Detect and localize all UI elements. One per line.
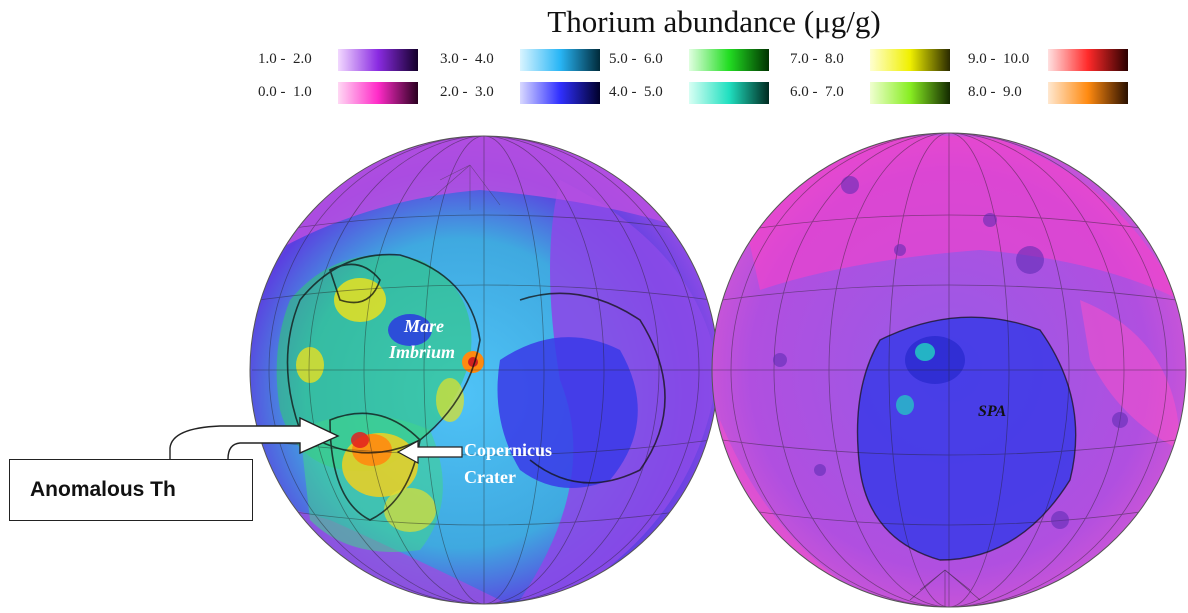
copernicus-arrow: [396, 439, 463, 465]
label-imbrium: Imbrium: [388, 342, 455, 362]
legend-item: 1.0 - 2.0: [258, 49, 418, 71]
legend-item: 2.0 - 3.0: [440, 82, 600, 104]
legend-swatch: [338, 82, 418, 104]
legend-label: 7.0 - 8.0: [790, 51, 844, 67]
label-crater: Crater: [464, 467, 516, 487]
legend-label: 9.0 - 10.0: [968, 51, 1030, 67]
legend-item: 3.0 - 4.0: [440, 49, 600, 71]
legend-label: 2.0 - 3.0: [440, 84, 494, 100]
legend-swatch: [520, 49, 600, 71]
legend-swatch: [338, 49, 418, 71]
legend-item: 6.0 - 7.0: [790, 82, 950, 104]
legend-item: 7.0 - 8.0: [790, 49, 950, 71]
legend-label: 3.0 - 4.0: [440, 51, 494, 67]
label-spa: SPA: [978, 403, 1006, 420]
far-side-hemisphere: [712, 133, 1186, 607]
legend-label: 6.0 - 7.0: [790, 84, 844, 100]
legend-swatch: [1048, 49, 1128, 71]
legend-label: 1.0 - 2.0: [258, 51, 312, 67]
legend-label: 0.0 - 1.0: [258, 84, 312, 100]
legend-label: 5.0 - 6.0: [609, 51, 663, 67]
legend-swatch: [870, 82, 950, 104]
anomalous-arrow: [169, 416, 340, 460]
label-mare: Mare: [403, 316, 444, 336]
legend-swatch: [689, 82, 769, 104]
legend-swatch: [870, 49, 950, 71]
legend-swatch: [1048, 82, 1128, 104]
label-copernicus: Copernicus: [464, 440, 552, 460]
legend-label: 8.0 - 9.0: [968, 84, 1022, 100]
anomalous-th-callout: Anomalous Th: [9, 459, 253, 521]
map-title: Thorium abundance (μg/g): [547, 4, 881, 39]
legend-item: 0.0 - 1.0: [258, 82, 418, 104]
near-side-hemisphere: [250, 136, 718, 604]
legend-label: 4.0 - 5.0: [609, 84, 663, 100]
legend-item: 5.0 - 6.0: [609, 49, 769, 71]
legend-swatch: [689, 49, 769, 71]
legend-item: 9.0 - 10.0: [968, 49, 1128, 71]
legend-swatch: [520, 82, 600, 104]
legend-item: 8.0 - 9.0: [968, 82, 1128, 104]
legend-item: 4.0 - 5.0: [609, 82, 769, 104]
callout-label: Anomalous Th: [30, 478, 176, 501]
